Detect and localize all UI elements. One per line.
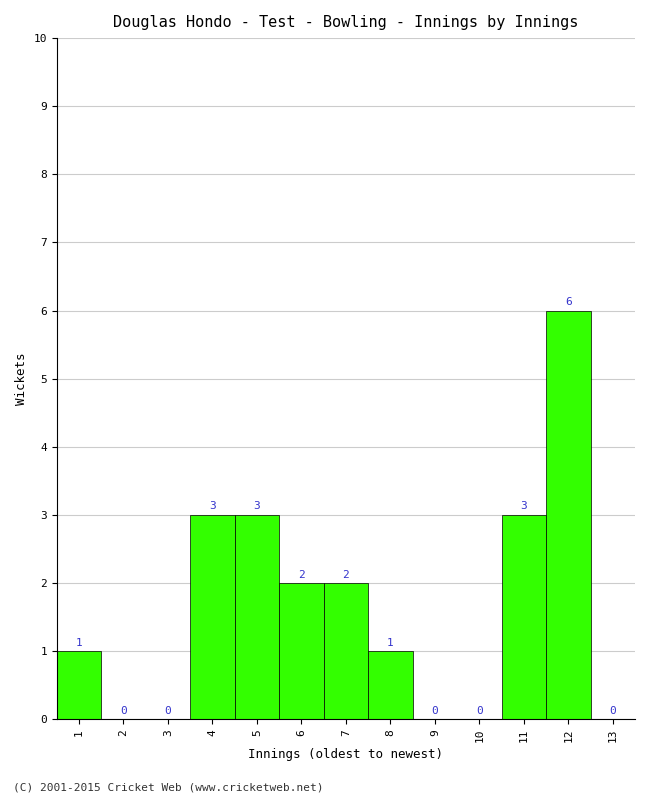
Text: 0: 0 <box>610 706 616 716</box>
Text: 3: 3 <box>209 502 216 511</box>
Y-axis label: Wickets: Wickets <box>15 353 28 405</box>
Text: 3: 3 <box>521 502 527 511</box>
X-axis label: Innings (oldest to newest): Innings (oldest to newest) <box>248 748 443 761</box>
Bar <box>279 583 324 719</box>
Bar <box>546 310 590 719</box>
Text: 1: 1 <box>75 638 83 648</box>
Bar <box>190 515 235 719</box>
Text: 6: 6 <box>565 297 571 307</box>
Text: 3: 3 <box>254 502 260 511</box>
Text: 2: 2 <box>343 570 349 579</box>
Text: (C) 2001-2015 Cricket Web (www.cricketweb.net): (C) 2001-2015 Cricket Web (www.cricketwe… <box>13 782 324 792</box>
Text: 1: 1 <box>387 638 394 648</box>
Bar <box>368 651 413 719</box>
Text: 0: 0 <box>120 706 127 716</box>
Text: 0: 0 <box>432 706 438 716</box>
Text: 0: 0 <box>164 706 172 716</box>
Text: 0: 0 <box>476 706 483 716</box>
Bar <box>57 651 101 719</box>
Title: Douglas Hondo - Test - Bowling - Innings by Innings: Douglas Hondo - Test - Bowling - Innings… <box>113 15 578 30</box>
Bar <box>235 515 279 719</box>
Text: 2: 2 <box>298 570 305 579</box>
Bar <box>324 583 368 719</box>
Bar <box>502 515 546 719</box>
